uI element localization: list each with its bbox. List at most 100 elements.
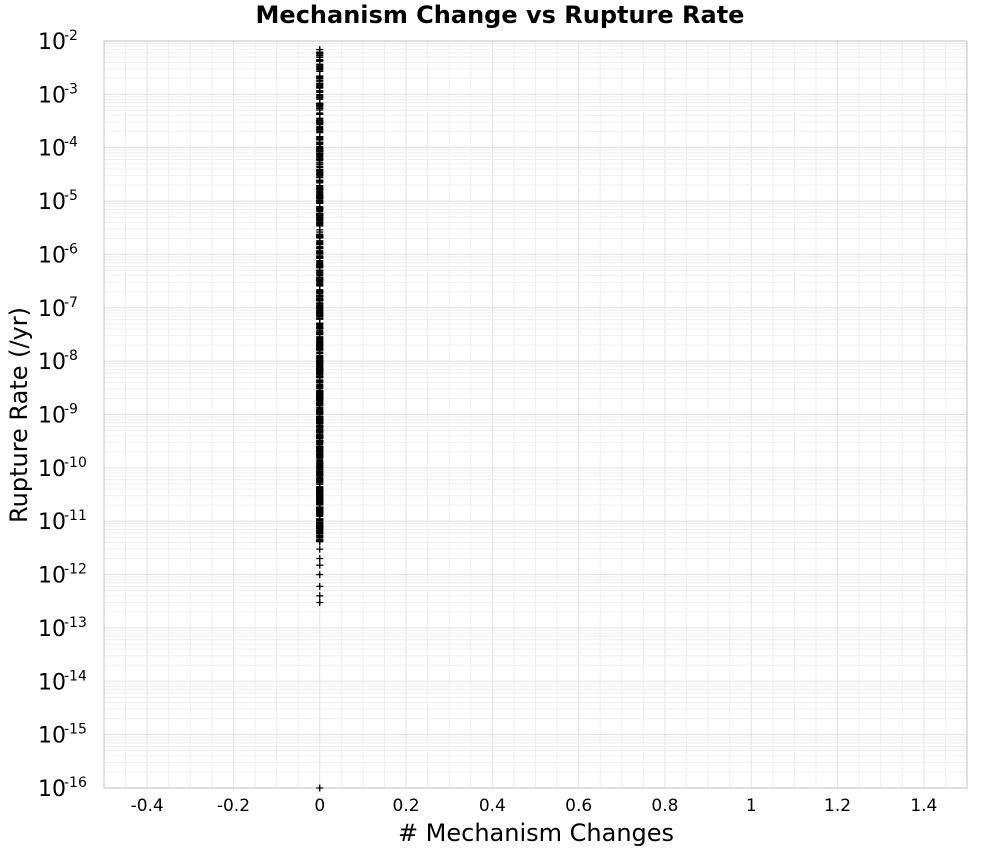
x-tick-label: 0.2 [393, 796, 420, 816]
x-tick-label: 0.8 [651, 796, 678, 816]
y-tick-label: 10-6 [38, 241, 78, 268]
data-point [316, 362, 324, 370]
y-tick-base: 10 [38, 297, 66, 322]
y-tick-exponent: -8 [64, 348, 78, 364]
data-point [316, 582, 324, 590]
data-point [316, 437, 324, 445]
y-tick-label: 10-2 [38, 28, 78, 55]
data-point [316, 150, 324, 158]
data-point [316, 50, 324, 58]
data-point [316, 294, 324, 302]
x-tick-label: 0.4 [479, 796, 506, 816]
data-point [316, 419, 324, 427]
y-tick-base: 10 [38, 404, 66, 429]
data-point [316, 258, 324, 266]
x-tick-label: -0.2 [217, 796, 250, 816]
data-point [316, 399, 324, 407]
data-point [316, 104, 324, 112]
x-tick-label: 1.2 [824, 796, 851, 816]
data-point [316, 555, 324, 563]
data-point [316, 379, 324, 387]
data-point [316, 267, 324, 275]
x-axis-title: # Mechanism Changes [398, 819, 674, 847]
y-tick-base: 10 [38, 617, 66, 642]
y-tick-base: 10 [38, 350, 66, 375]
y-tick-exponent: -5 [64, 188, 78, 204]
y-tick-labels: 10-210-310-410-510-610-710-810-910-1010-… [38, 28, 87, 802]
y-tick-label: 10-7 [38, 295, 78, 322]
data-point [316, 281, 324, 289]
data-point [316, 476, 324, 484]
data-point [316, 133, 324, 141]
data-point [316, 545, 324, 553]
y-tick-base: 10 [38, 670, 66, 695]
data-point [316, 91, 324, 99]
y-tick-label: 10-13 [38, 615, 87, 642]
y-tick-label: 10-16 [38, 775, 87, 802]
y-tick-exponent: -14 [64, 668, 87, 684]
y-tick-label: 10-15 [38, 722, 87, 749]
y-axis-title: Rupture Rate (/yr) [5, 307, 33, 523]
data-point [316, 372, 324, 380]
y-tick-label: 10-14 [38, 668, 87, 695]
data-point [316, 193, 324, 201]
data-point [316, 249, 324, 257]
data-point [316, 598, 324, 606]
data-point [316, 561, 324, 569]
data-point [316, 167, 324, 175]
y-tick-exponent: -13 [64, 615, 87, 631]
y-tick-exponent: -3 [64, 81, 78, 97]
x-tick-label: 0.6 [565, 796, 592, 816]
y-tick-exponent: -4 [64, 135, 78, 151]
y-tick-label: 10-9 [38, 402, 78, 429]
data-point [316, 233, 324, 241]
y-tick-exponent: -2 [64, 28, 78, 44]
y-tick-base: 10 [38, 137, 66, 162]
data-point [316, 216, 324, 224]
x-tick-label: 1 [746, 796, 757, 816]
data-point [316, 121, 324, 129]
y-tick-base: 10 [38, 30, 66, 55]
data-point [316, 503, 324, 511]
data-point [316, 451, 324, 459]
data-point [316, 390, 324, 398]
y-tick-label: 10-8 [38, 348, 78, 375]
y-tick-label: 10-4 [38, 135, 78, 162]
x-tick-labels: -0.4 -0.2 0 0.2 0.4 0.6 0.8 1 1.2 1.4 [131, 796, 938, 816]
y-tick-exponent: -7 [64, 295, 78, 311]
data-point [316, 537, 324, 545]
data-point [316, 75, 324, 83]
y-tick-exponent: -16 [64, 775, 87, 791]
data-point [316, 413, 324, 421]
data-point [316, 185, 324, 193]
grid-lines [103, 41, 968, 789]
data-point [316, 303, 324, 311]
data-point [316, 327, 324, 335]
data-point [316, 315, 324, 323]
data-point [316, 592, 324, 600]
data-points [316, 46, 324, 792]
y-tick-base: 10 [38, 564, 66, 589]
data-point [316, 66, 324, 74]
y-tick-base: 10 [38, 243, 66, 268]
data-point [316, 340, 324, 348]
y-tick-base: 10 [38, 510, 66, 535]
plot-frame [103, 40, 968, 789]
x-tick-label: 1.4 [910, 796, 937, 816]
data-point [316, 274, 324, 282]
y-tick-exponent: -15 [64, 722, 87, 738]
y-tick-label: 10-3 [38, 81, 78, 108]
data-point [316, 571, 324, 579]
y-tick-label: 10-12 [38, 562, 87, 589]
y-tick-label: 10-10 [38, 455, 87, 482]
y-tick-base: 10 [38, 724, 66, 749]
y-tick-base: 10 [38, 190, 66, 215]
x-tick-label: -0.4 [131, 796, 164, 816]
y-tick-base: 10 [38, 83, 66, 108]
data-point [316, 526, 324, 534]
data-point [316, 287, 324, 295]
y-tick-exponent: -11 [64, 508, 87, 524]
data-point [316, 470, 324, 478]
y-tick-label: 10-5 [38, 188, 78, 215]
